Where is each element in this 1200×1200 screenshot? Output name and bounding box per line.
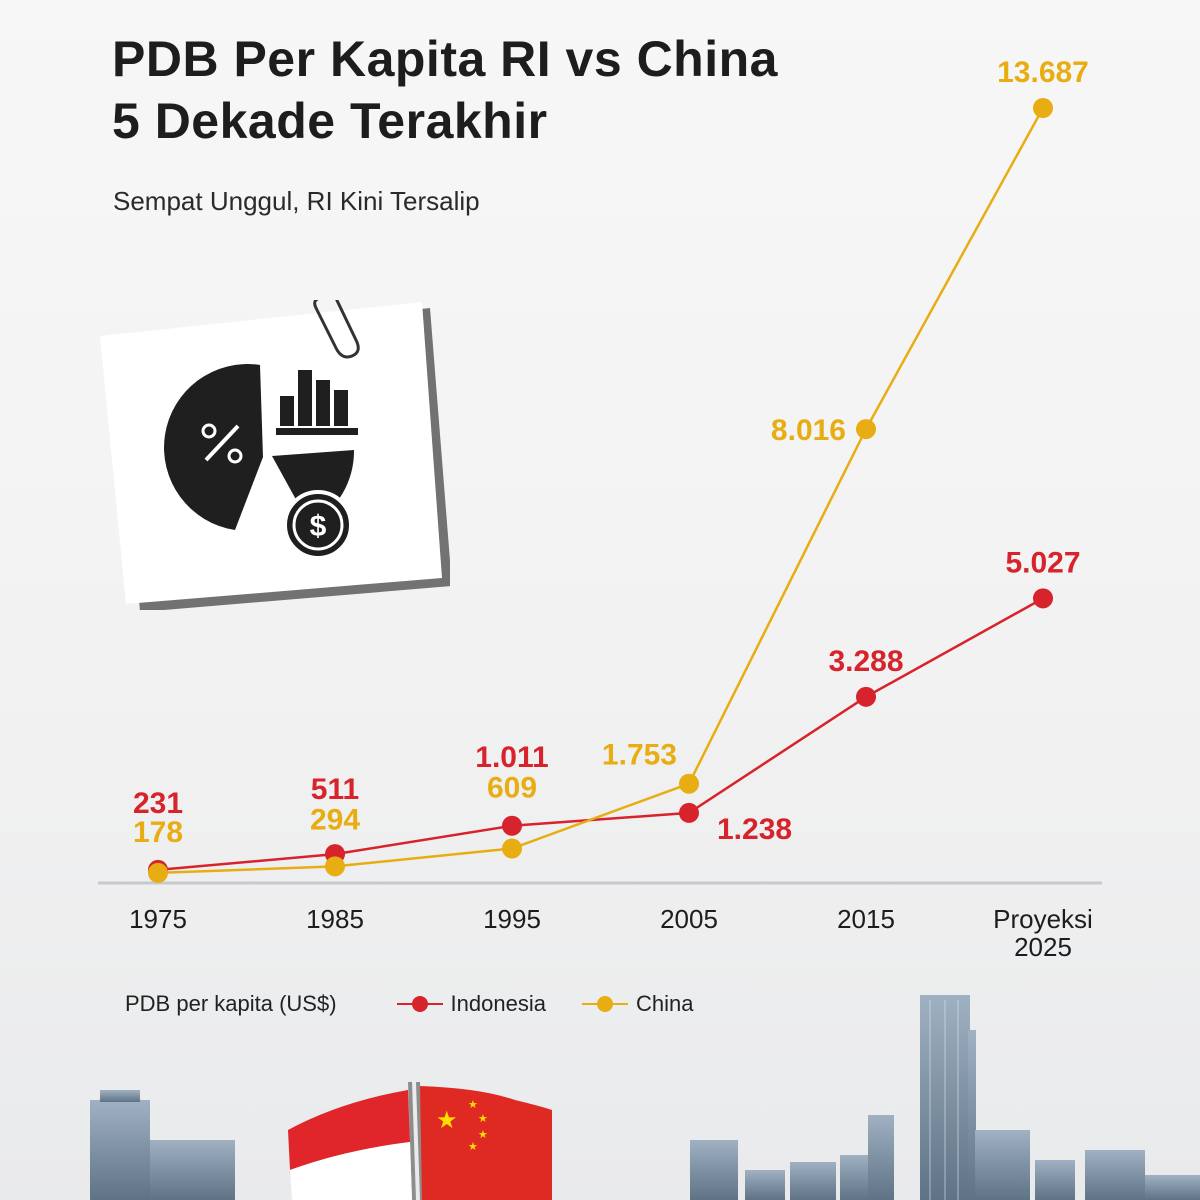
data-point-indonesia [679, 802, 699, 823]
data-point-indonesia [856, 686, 876, 707]
data-label-china: 609 [487, 772, 537, 805]
legend-item-china: China [581, 991, 694, 1017]
legend-swatch-indonesia [396, 994, 443, 1014]
data-point-china [502, 838, 522, 859]
data-label-indonesia: 3.288 [828, 645, 903, 678]
data-label-indonesia: 5.027 [1005, 546, 1080, 579]
data-label-indonesia: 1.011 [475, 741, 548, 774]
sticky-note-illustration: $ [100, 300, 450, 610]
data-label-china: 1.753 [602, 739, 677, 772]
svg-text:★: ★ [478, 1112, 488, 1125]
x-tick-label: 1995 [483, 904, 541, 934]
data-point-indonesia [1033, 588, 1053, 609]
x-tick-label: 2015 [837, 904, 895, 934]
china-flag-icon: ★ ★ ★ ★ ★ [420, 1086, 552, 1200]
data-point-china [679, 773, 699, 794]
data-point-china [856, 419, 876, 440]
x-tick-label: 1985 [306, 904, 364, 934]
x-tick-label: Proyeksi 2025 [993, 904, 1093, 962]
y-axis-label: PDB per kapita (US$) [125, 991, 337, 1016]
data-point-china [325, 856, 345, 877]
chart-legend: PDB per kapita (US$) Indonesia China [125, 988, 729, 1020]
indonesia-flag-icon [288, 1090, 412, 1200]
data-label-china: 294 [310, 803, 360, 836]
page-subtitle: Sempat Unggul, RI Kini Tersalip [113, 186, 480, 216]
svg-text:★: ★ [468, 1098, 478, 1111]
x-tick-label: 1975 [129, 904, 187, 934]
legend-label-indonesia: Indonesia [450, 991, 546, 1016]
data-label-china: 13.687 [997, 56, 1089, 89]
svg-text:★: ★ [436, 1106, 458, 1134]
series-line-indonesia [157, 597, 1044, 872]
svg-text:★: ★ [478, 1128, 488, 1141]
dollar-coin-icon: $ [283, 490, 353, 560]
bar-chart-icon [276, 370, 358, 435]
data-label-indonesia: 231 [133, 787, 183, 820]
data-label-indonesia: 511 [311, 773, 359, 806]
data-label-china: 178 [133, 816, 183, 849]
x-tick-label: 2005 [660, 904, 718, 934]
legend-swatch-china [581, 994, 628, 1014]
legend-label-china: China [635, 991, 694, 1016]
page-title: PDB Per Kapita RI vs China 5 Dekade Tera… [112, 31, 778, 149]
pie-chart-icon [164, 364, 355, 530]
line-chart: 1975 1985 1995 2005 2015 Proyeksi 2025 231 511 1.… [98, 56, 1102, 962]
city-skyline-icon: ★ ★ ★ ★ ★ [90, 995, 1200, 1200]
percent-icon [201, 423, 243, 464]
data-point-china [1033, 98, 1053, 118]
data-label-china: 8.016 [771, 414, 846, 447]
svg-text:$: $ [310, 510, 327, 543]
legend-item-indonesia: Indonesia [396, 991, 546, 1017]
data-point-indonesia [502, 815, 522, 836]
data-label-indonesia: 1.238 [717, 813, 792, 846]
series-line-china [157, 107, 1045, 875]
data-point-china [148, 862, 168, 883]
svg-text:★: ★ [468, 1140, 478, 1153]
paperclip-icon [313, 300, 360, 359]
